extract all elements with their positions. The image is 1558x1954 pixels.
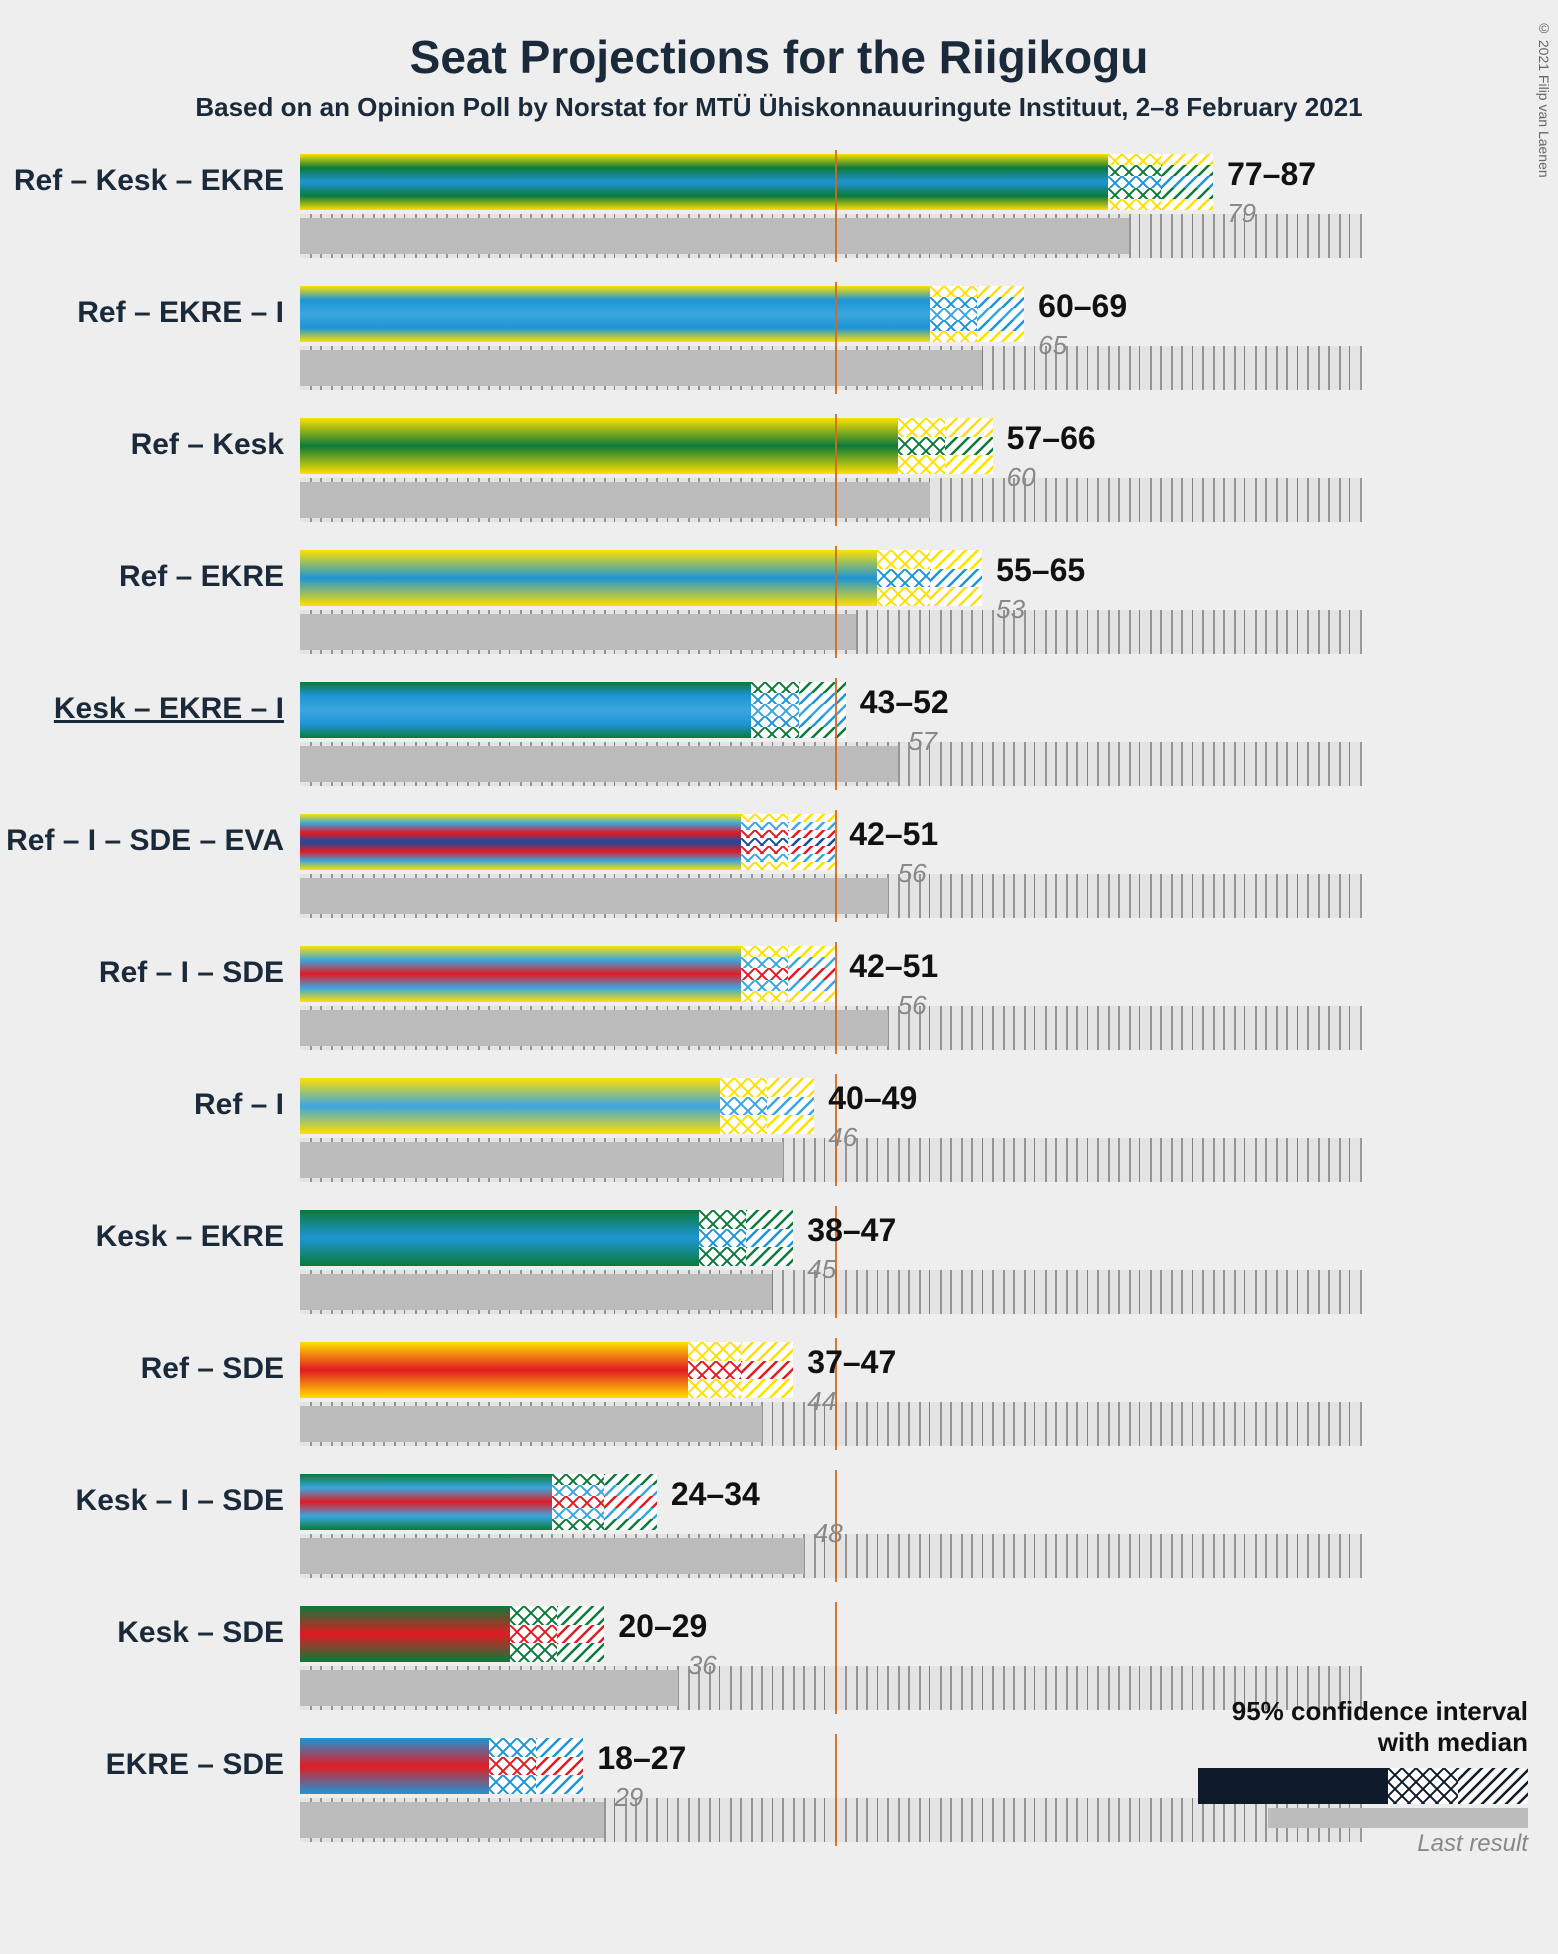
projection-bar (300, 154, 1213, 210)
range-label: 24–34 (671, 1476, 760, 1513)
range-label: 60–69 (1038, 288, 1127, 325)
coalition-label: Ref – SDE (141, 1352, 284, 1386)
last-result-bar (300, 1538, 804, 1574)
range-label: 42–51 (849, 816, 938, 853)
majority-threshold-line (835, 414, 837, 526)
last-result-label: 48 (814, 1518, 843, 1549)
coalition-row: Ref – EKRE – I 60–69 65 (0, 282, 1558, 414)
coalition-row: Kesk – EKRE – I 43–52 57 (0, 678, 1558, 810)
coalition-row: Ref – Kesk – EKRE 77–87 79 (0, 150, 1558, 282)
coalition-label: Kesk – EKRE (96, 1220, 284, 1254)
projection-bar (300, 286, 1024, 342)
majority-threshold-line (835, 810, 837, 922)
last-result-bar (300, 614, 856, 650)
legend: 95% confidence intervalwith median Last r… (1198, 1696, 1528, 1858)
majority-threshold-line (835, 1602, 837, 1714)
coalition-label: EKRE – SDE (106, 1748, 284, 1782)
coalition-row: Ref – Kesk 57–66 60 (0, 414, 1558, 546)
confidence-interval (720, 1078, 814, 1134)
last-result-label: 79 (1227, 198, 1256, 229)
range-label: 43–52 (860, 684, 949, 721)
projection-bar (300, 418, 993, 474)
confidence-interval (699, 1210, 793, 1266)
last-result-label: 60 (1007, 462, 1036, 493)
majority-threshold-line (835, 942, 837, 1054)
last-result-label: 53 (996, 594, 1025, 625)
confidence-interval (552, 1474, 657, 1530)
coalition-label: Ref – EKRE – I (77, 296, 284, 330)
confidence-interval (688, 1342, 793, 1398)
range-label: 37–47 (807, 1344, 896, 1381)
range-label: 18–27 (597, 1740, 686, 1777)
coalition-label: Ref – I – SDE – EVA (6, 824, 284, 858)
coalition-row: Ref – SDE 37–47 44 (0, 1338, 1558, 1470)
range-label: 55–65 (996, 552, 1085, 589)
confidence-interval (1108, 154, 1213, 210)
last-result-label: 44 (807, 1386, 836, 1417)
coalition-label: Kesk – EKRE – I (54, 692, 284, 726)
last-result-label: 29 (614, 1782, 643, 1813)
last-result-label: 36 (688, 1650, 717, 1681)
confidence-interval (930, 286, 1024, 342)
last-result-bar (300, 878, 888, 914)
last-result-bar (300, 1802, 604, 1838)
coalition-label: Ref – I (194, 1088, 284, 1122)
chart-subtitle: Based on an Opinion Poll by Norstat for … (0, 92, 1558, 123)
last-result-label: 57 (908, 726, 937, 757)
last-result-bar (300, 1274, 772, 1310)
last-result-label: 45 (807, 1254, 836, 1285)
coalition-row: Kesk – EKRE 38–47 45 (0, 1206, 1558, 1338)
range-label: 40–49 (828, 1080, 917, 1117)
coalition-label: Ref – Kesk (131, 428, 284, 462)
confidence-interval (877, 550, 982, 606)
last-result-bar (300, 1010, 888, 1046)
confidence-interval (898, 418, 992, 474)
range-label: 20–29 (618, 1608, 707, 1645)
last-result-bar (300, 1406, 762, 1442)
coalition-row: Ref – I – SDE 42–51 56 (0, 942, 1558, 1074)
range-label: 77–87 (1227, 156, 1316, 193)
chart-title: Seat Projections for the Riigikogu (0, 30, 1558, 84)
legend-last-result-label: Last result (1198, 1830, 1528, 1858)
majority-threshold-line (835, 282, 837, 394)
last-result-label: 65 (1038, 330, 1067, 361)
confidence-interval (751, 682, 845, 738)
last-result-bar (300, 350, 982, 386)
confidence-interval (741, 946, 835, 1002)
coalition-row: Ref – I – SDE – EVA 42–51 56 (0, 810, 1558, 942)
coalition-row: Ref – EKRE 55–65 53 (0, 546, 1558, 678)
coalition-label: Ref – EKRE (119, 560, 284, 594)
range-label: 38–47 (807, 1212, 896, 1249)
last-result-label: 46 (828, 1122, 857, 1153)
legend-swatch (1198, 1768, 1528, 1804)
coalition-label: Kesk – I – SDE (76, 1484, 284, 1518)
majority-threshold-line (835, 1734, 837, 1846)
last-result-label: 56 (898, 990, 927, 1021)
majority-threshold-line (835, 546, 837, 658)
confidence-interval (510, 1606, 604, 1662)
legend-title: 95% confidence intervalwith median (1198, 1696, 1528, 1758)
coalition-row: Kesk – I – SDE 24–34 48 (0, 1470, 1558, 1602)
last-result-bar (300, 746, 898, 782)
last-result-bar (300, 218, 1129, 254)
majority-threshold-line (835, 678, 837, 790)
last-result-bar (300, 1142, 783, 1178)
coalition-label: Ref – Kesk – EKRE (14, 164, 284, 198)
coalition-row: Ref – I 40–49 46 (0, 1074, 1558, 1206)
coalition-label: Kesk – SDE (117, 1616, 284, 1650)
last-result-label: 56 (898, 858, 927, 889)
last-result-bar (300, 1670, 678, 1706)
majority-threshold-line (835, 150, 837, 262)
confidence-interval (741, 814, 835, 870)
range-label: 57–66 (1007, 420, 1096, 457)
legend-last-result-bar (1268, 1808, 1528, 1828)
range-label: 42–51 (849, 948, 938, 985)
coalition-label: Ref – I – SDE (99, 956, 284, 990)
confidence-interval (489, 1738, 583, 1794)
